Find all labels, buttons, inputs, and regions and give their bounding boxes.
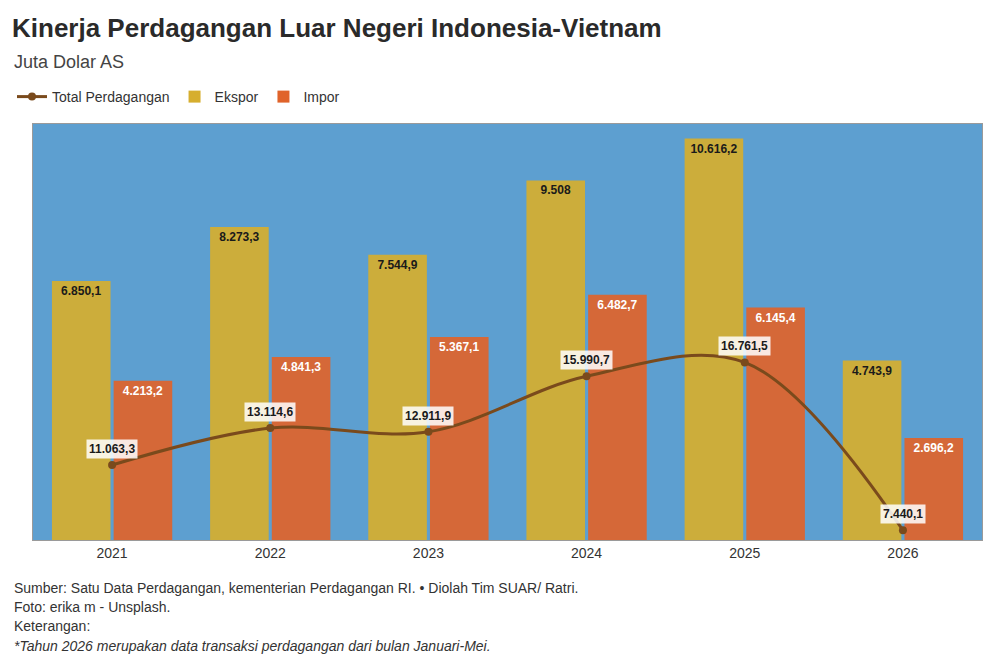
svg-text:Foto: erika m - Unsplash.: Foto: erika m - Unsplash. [14,599,170,615]
svg-text:2023: 2023 [413,545,444,561]
svg-text:6.145,4: 6.145,4 [755,311,795,325]
svg-text:Juta Dolar AS: Juta Dolar AS [14,52,124,72]
svg-text:Sumber: Satu Data Perdagangan,: Sumber: Satu Data Perdagangan, kementeri… [14,580,578,596]
svg-text:Kinerja Perdagangan Luar Neger: Kinerja Perdagangan Luar Negeri Indonesi… [12,13,662,43]
svg-text:2.696,2: 2.696,2 [914,441,954,455]
svg-text:13.114,6: 13.114,6 [247,405,293,419]
svg-text:15.990,7: 15.990,7 [563,353,610,367]
svg-text:Total Perdagangan: Total Perdagangan [52,89,170,105]
svg-text:12.911,9: 12.911,9 [405,409,451,423]
svg-text:2026: 2026 [887,545,918,561]
svg-text:2024: 2024 [571,545,602,561]
svg-text:4.841,3: 4.841,3 [281,360,321,374]
svg-text:11.063,3: 11.063,3 [89,442,135,456]
svg-text:5.367,1: 5.367,1 [439,340,479,354]
svg-text:Keterangan:: Keterangan: [14,618,90,634]
svg-text:6.850,1: 6.850,1 [61,284,101,298]
svg-text:4.743,9: 4.743,9 [852,364,892,378]
svg-text:Impor: Impor [303,89,339,105]
svg-text:9.508: 9.508 [541,183,571,197]
svg-text:7.440,1: 7.440,1 [883,507,923,521]
svg-text:10.616,2: 10.616,2 [690,142,737,156]
svg-text:Ekspor: Ekspor [215,89,259,105]
svg-text:2021: 2021 [97,545,128,561]
svg-text:6.482,7: 6.482,7 [597,298,637,312]
svg-text:*Tahun 2026 merupakan data tra: *Tahun 2026 merupakan data transaksi per… [14,638,491,654]
svg-text:8.273,3: 8.273,3 [219,230,259,244]
svg-text:2022: 2022 [255,545,286,561]
svg-text:2025: 2025 [729,545,760,561]
svg-text:4.213,2: 4.213,2 [123,384,163,398]
svg-text:7.544,9: 7.544,9 [377,258,417,272]
svg-text:16.761,5: 16.761,5 [721,339,768,353]
